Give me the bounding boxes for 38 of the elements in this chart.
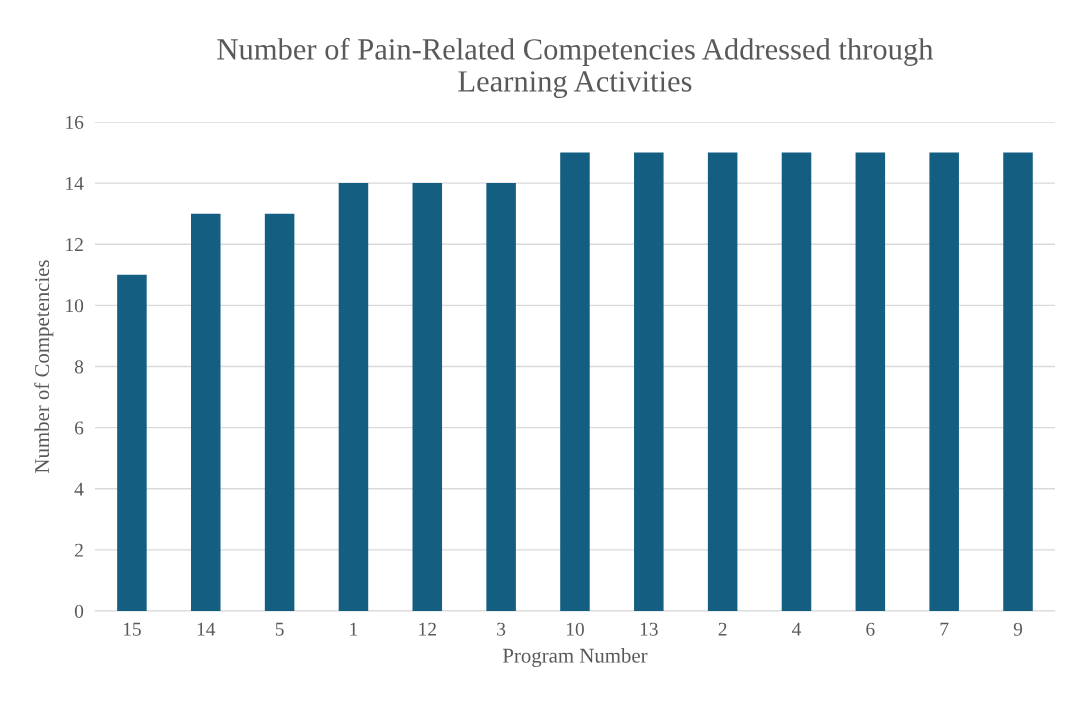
bar [412, 183, 443, 611]
y-tick-label: 4 [74, 482, 84, 496]
bar [190, 213, 221, 611]
x-tick-label: 10 [566, 622, 584, 636]
x-tick-label: 4 [792, 622, 802, 636]
bar [486, 183, 516, 611]
y-tick-label: 16 [66, 115, 84, 129]
bar [707, 152, 738, 611]
chart-title: Number of Pain-Related Competencies Addressed through Learning Activities [217, 37, 934, 99]
bar [1003, 152, 1033, 611]
x-tick-label: 13 [640, 622, 658, 636]
x-tick-label: 1 [350, 622, 358, 636]
x-tick-label: 14 [197, 622, 216, 636]
x-axis-title: Program Number [502, 648, 648, 668]
x-tick-label: 9 [1013, 622, 1023, 636]
bar [117, 274, 147, 611]
y-axis-title: Number of Competencies [34, 260, 54, 473]
y-tick-label: 10 [66, 299, 84, 313]
bar [338, 183, 369, 611]
x-tick-label: 6 [866, 622, 875, 636]
bar [560, 152, 590, 611]
x-tick-label: 7 [940, 622, 949, 636]
x-tick-label: 2 [718, 622, 727, 636]
bar [634, 152, 664, 611]
bar [781, 152, 812, 611]
bar [855, 152, 886, 611]
y-tick-label: 12 [66, 238, 83, 251]
x-tick-label: 15 [123, 622, 141, 636]
x-tick-label: 3 [497, 622, 506, 636]
y-tick-label: 6 [75, 421, 84, 435]
y-tick-label: 2 [75, 543, 83, 557]
x-tick-label: 5 [275, 622, 284, 636]
bar [264, 213, 295, 611]
bar [929, 152, 959, 611]
x-tick-label: 12 [419, 622, 436, 636]
y-tick-label: 0 [74, 604, 84, 618]
y-tick-label: 14 [66, 177, 84, 190]
y-tick-label: 8 [74, 360, 84, 374]
